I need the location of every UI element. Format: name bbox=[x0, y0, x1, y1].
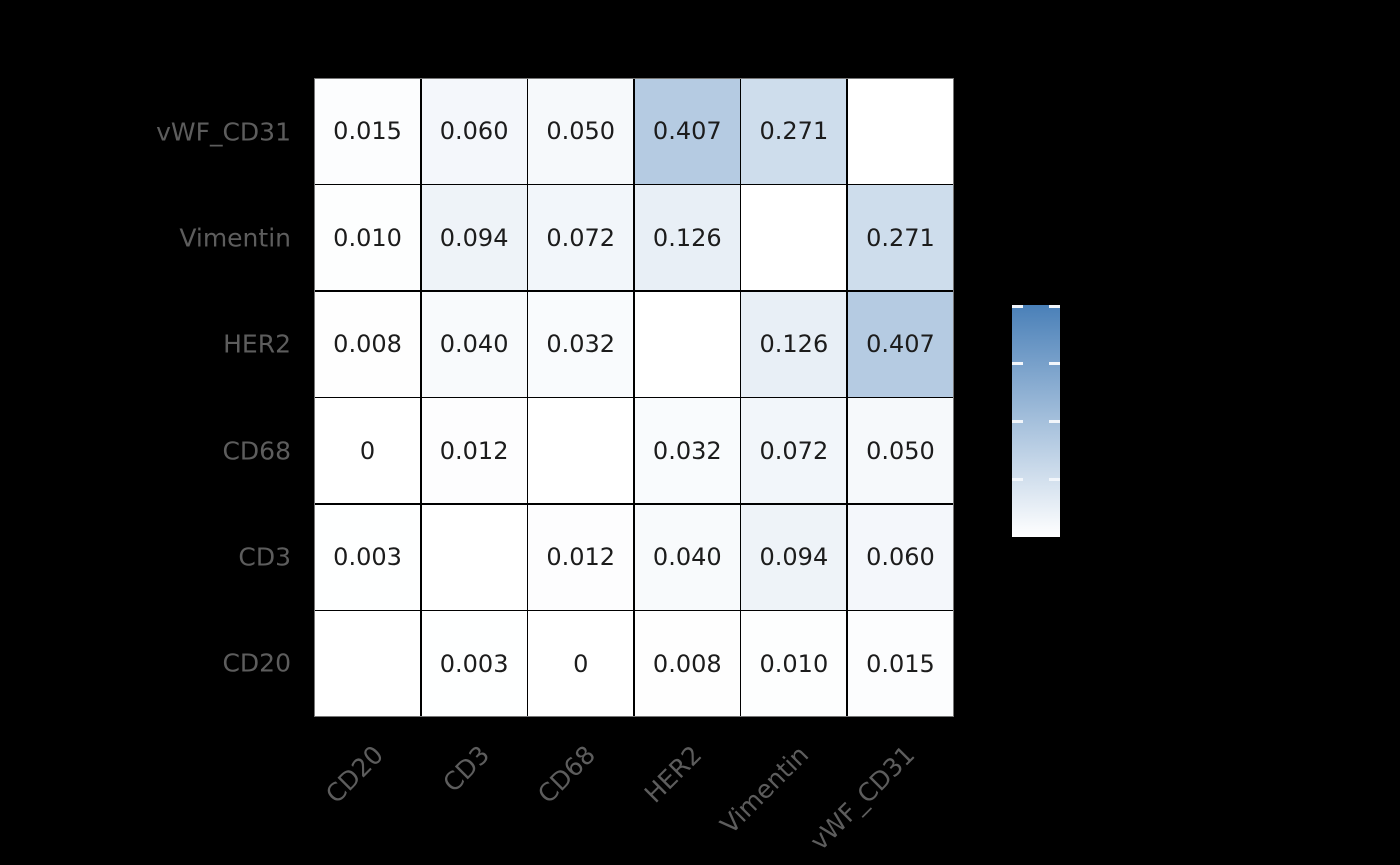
y-tick-label-cd3: CD3 bbox=[238, 542, 291, 572]
heatmap-cell: 0.032 bbox=[528, 291, 634, 397]
colorbar-tick bbox=[1049, 420, 1060, 423]
cell-value: 0 bbox=[359, 436, 376, 465]
heatmap-cell: 0 bbox=[528, 611, 634, 716]
cell-value: 0.060 bbox=[866, 543, 935, 572]
heatmap-cell: 0.072 bbox=[741, 398, 847, 504]
cell-value: 0.008 bbox=[333, 330, 402, 359]
cell-value: 0.010 bbox=[333, 223, 402, 252]
heatmap-cell: 0.032 bbox=[634, 398, 740, 504]
heatmap-cell: 0.040 bbox=[634, 504, 740, 610]
colorbar-tick bbox=[1012, 420, 1023, 423]
x-tick-label-her2: HER2 bbox=[639, 740, 708, 809]
heatmap-cell: 0.015 bbox=[315, 79, 421, 184]
cell-value: 0.407 bbox=[652, 117, 722, 146]
x-tick-label-cd20: CD20 bbox=[319, 740, 389, 809]
cell-value: 0.015 bbox=[333, 117, 402, 146]
heatmap-cell bbox=[421, 504, 527, 610]
heatmap-cell: 0.094 bbox=[421, 185, 527, 291]
heatmap-cell: 0.003 bbox=[315, 504, 421, 610]
y-tick-label-vimentin: Vimentin bbox=[179, 223, 291, 253]
cell-value: 0.012 bbox=[439, 436, 509, 465]
colorbar-tick bbox=[1049, 362, 1060, 365]
heatmap-cell: 0.008 bbox=[315, 291, 421, 397]
x-tick-label-cd68: CD68 bbox=[532, 740, 602, 809]
cell-value: 0.010 bbox=[759, 649, 829, 678]
y-tick-label-cd20: CD20 bbox=[222, 648, 291, 678]
y-tick-label-vwf_cd31: vWF_CD31 bbox=[156, 117, 291, 147]
heatmap-cell: 0.126 bbox=[634, 185, 740, 291]
y-tick-label-cd68: CD68 bbox=[222, 436, 291, 466]
heatmap-cell bbox=[847, 79, 953, 184]
x-tick-label-vwf_cd31: vWF_CD31 bbox=[804, 740, 921, 856]
cell-value: 0.126 bbox=[652, 223, 722, 252]
heatmap-cell: 0.008 bbox=[634, 611, 740, 716]
heatmap-cell bbox=[741, 185, 847, 291]
cell-value: 0.040 bbox=[652, 543, 722, 572]
cell-value: 0.271 bbox=[759, 117, 829, 146]
cell-value: 0.040 bbox=[439, 330, 509, 359]
cell-value: 0.094 bbox=[439, 223, 509, 252]
cell-value: 0.072 bbox=[546, 223, 616, 252]
heatmap-cell: 0.010 bbox=[741, 611, 847, 716]
y-tick-label-her2: HER2 bbox=[223, 329, 291, 359]
heatmap-cell: 0.040 bbox=[421, 291, 527, 397]
colorbar-tick bbox=[1049, 478, 1060, 481]
heatmap-cell: 0.003 bbox=[421, 611, 527, 716]
x-tick-label-cd3: CD3 bbox=[437, 740, 496, 798]
cell-value: 0.094 bbox=[759, 543, 829, 572]
colorbar-tick bbox=[1012, 362, 1023, 365]
cell-value: 0 bbox=[573, 649, 589, 678]
cell-value: 0.060 bbox=[439, 117, 509, 146]
colorbar-tick bbox=[1049, 305, 1060, 308]
heatmap-cell bbox=[634, 291, 740, 397]
heatmap-cell: 0.094 bbox=[741, 504, 847, 610]
heatmap-cell bbox=[528, 398, 634, 504]
cell-value: 0.008 bbox=[652, 649, 722, 678]
heatmap-cell: 0.012 bbox=[528, 504, 634, 610]
heatmap-cell: 0.271 bbox=[741, 79, 847, 184]
cell-value: 0.050 bbox=[866, 436, 935, 465]
heatmap-cell: 0.012 bbox=[421, 398, 527, 504]
heatmap-grid: 0.015 0.060 0.050 0.407 0.271 0.010 0.094 0.072… bbox=[314, 78, 954, 717]
cell-value: 0.003 bbox=[333, 543, 402, 572]
colorbar-tick bbox=[1012, 305, 1023, 308]
cell-value: 0.012 bbox=[546, 543, 616, 572]
heatmap-cell: 0.050 bbox=[528, 79, 634, 184]
heatmap-cell: 0.126 bbox=[741, 291, 847, 397]
heatmap-cell: 0.060 bbox=[421, 79, 527, 184]
cell-value: 0.032 bbox=[652, 436, 722, 465]
heatmap-cell: 0.407 bbox=[847, 291, 953, 397]
cell-value: 0.271 bbox=[866, 223, 935, 252]
cell-value: 0.126 bbox=[759, 330, 829, 359]
cell-value: 0.032 bbox=[546, 330, 616, 359]
cell-value: 0.072 bbox=[759, 436, 829, 465]
cell-value: 0.407 bbox=[866, 330, 935, 359]
heatmap-cell: 0.010 bbox=[315, 185, 421, 291]
cell-value: 0.050 bbox=[546, 117, 616, 146]
cell-value: 0.015 bbox=[866, 649, 935, 678]
heatmap-cell: 0.060 bbox=[847, 504, 953, 610]
colorbar-tick bbox=[1012, 478, 1023, 481]
heatmap-cell: 0.407 bbox=[634, 79, 740, 184]
heatmap-cell: 0 bbox=[315, 398, 421, 504]
heatmap-cell: 0.015 bbox=[847, 611, 953, 716]
heatmap-cell: 0.271 bbox=[847, 185, 953, 291]
heatmap-cell: 0.072 bbox=[528, 185, 634, 291]
heatmap-cell: 0.050 bbox=[847, 398, 953, 504]
cell-value: 0.003 bbox=[439, 649, 509, 678]
colorbar bbox=[1012, 305, 1060, 537]
heatmap-cell bbox=[315, 611, 421, 716]
